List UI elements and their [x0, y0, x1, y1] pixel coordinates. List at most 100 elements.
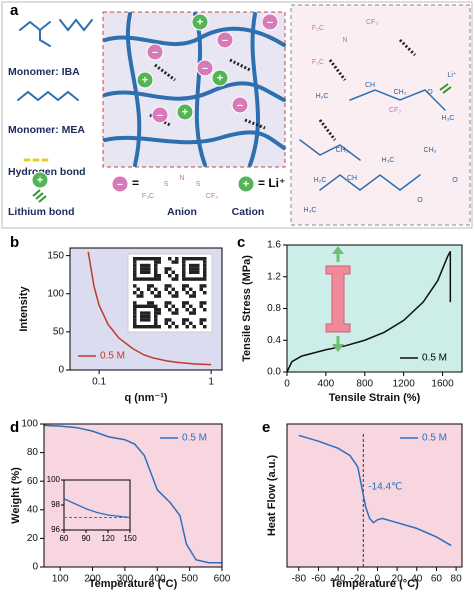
x-tick-label: 0.1 — [92, 377, 106, 388]
qr-module — [140, 263, 144, 268]
qr-module — [175, 260, 179, 264]
anion-atom: F₃C — [142, 193, 154, 200]
y-tick-label: 20 — [27, 533, 39, 544]
data-line — [286, 251, 452, 373]
qr-module — [133, 274, 137, 278]
x-tick-label: 400 — [149, 574, 166, 585]
qr-module — [140, 318, 144, 322]
qr-module — [157, 325, 161, 329]
qr-module — [157, 291, 161, 295]
qr-module — [133, 318, 137, 322]
qr-module — [133, 308, 137, 312]
qr-module — [164, 270, 168, 274]
qr-module — [199, 304, 203, 308]
qr-module — [154, 304, 158, 308]
qr-module — [140, 314, 144, 319]
cation-ion-sign: + — [142, 74, 149, 86]
x-tick-label: 100 — [52, 574, 69, 585]
qr-module — [154, 274, 158, 278]
structure-label: N — [342, 37, 347, 44]
qr-module — [133, 257, 137, 261]
qr-module — [182, 287, 186, 291]
qr-module — [140, 304, 144, 308]
y-tick-label: 80 — [27, 447, 39, 458]
qr-code — [127, 253, 213, 333]
qr-module — [154, 314, 158, 319]
qr-module — [203, 277, 207, 281]
qr-module — [185, 318, 189, 322]
qr-module — [185, 301, 189, 305]
inset-x-tick-label: 90 — [82, 534, 91, 543]
qr-module — [143, 314, 147, 319]
qr-module — [168, 291, 172, 295]
cation-key — [237, 175, 255, 193]
qr-module — [133, 301, 137, 305]
qr-module — [182, 267, 186, 271]
y-tick-label: 1.6 — [267, 240, 281, 251]
qr-module — [168, 301, 172, 305]
qr-module — [185, 325, 189, 329]
qr-module — [157, 311, 161, 315]
legend-label: 0.5 M — [100, 351, 125, 362]
qr-module — [143, 257, 147, 261]
legend-label: 0.5 M — [422, 353, 447, 364]
anion-ion — [216, 31, 234, 49]
cation-formula: = Li⁺ — [258, 176, 285, 190]
qr-module — [203, 284, 207, 288]
qr-module — [171, 321, 175, 325]
qr-module — [175, 325, 179, 329]
anion-ion-sign: – — [267, 16, 273, 28]
qr-module — [154, 321, 158, 325]
inset-x-tick-label: 120 — [101, 534, 115, 543]
qr-module — [196, 270, 200, 274]
qr-module — [199, 321, 203, 325]
qr-module — [140, 277, 144, 281]
y-tick-label: 0 — [32, 562, 38, 573]
qr-module — [164, 318, 168, 322]
data-line — [43, 424, 222, 564]
qr-module — [182, 304, 186, 308]
legend-text: Hydrogen bond — [8, 166, 86, 178]
qr-module — [136, 257, 140, 261]
y-axis-label: Tensile Stress (MPa) — [241, 255, 253, 362]
qr-module — [147, 311, 151, 315]
qr-module — [150, 284, 154, 288]
qr-module — [203, 291, 207, 295]
qr-module — [147, 301, 151, 305]
plot-frame — [286, 244, 463, 373]
qr-module — [182, 274, 186, 278]
structure-label: O — [417, 197, 423, 204]
qr-module — [175, 294, 179, 298]
qr-module — [154, 287, 158, 291]
qr-module — [189, 270, 193, 274]
qr-module — [175, 291, 179, 295]
qr-module — [192, 294, 196, 298]
x-tick-label: -20 — [351, 574, 366, 585]
x-tick-label: 20 — [392, 574, 404, 585]
structure-label: CH₂ — [394, 89, 407, 96]
qr-module — [140, 325, 144, 329]
qr-module — [203, 267, 207, 271]
y-tick-label: 0 — [58, 365, 64, 376]
qr-module — [154, 294, 158, 298]
qr-module — [168, 274, 172, 278]
qr-module — [164, 284, 168, 288]
cation-ion-sign: + — [37, 174, 44, 186]
qr-module — [199, 318, 203, 322]
x-axis-label: Temperature (°C) — [89, 578, 178, 590]
qr-module — [171, 270, 175, 274]
inset-y-tick-label: 100 — [47, 475, 61, 484]
qr-module — [157, 257, 161, 261]
qr-module — [192, 311, 196, 315]
qr-module — [140, 267, 144, 271]
anion-key-sign: – — [117, 178, 123, 190]
qr-module — [164, 287, 168, 291]
qr-module — [185, 257, 189, 261]
qr-module — [143, 318, 147, 322]
x-tick-label: 500 — [181, 574, 198, 585]
qr-module — [168, 267, 172, 271]
x-tick-label: 600 — [214, 574, 231, 585]
x-tick-label: 800 — [356, 379, 373, 390]
cation-ion — [31, 171, 49, 189]
x-tick-label: 300 — [117, 574, 134, 585]
